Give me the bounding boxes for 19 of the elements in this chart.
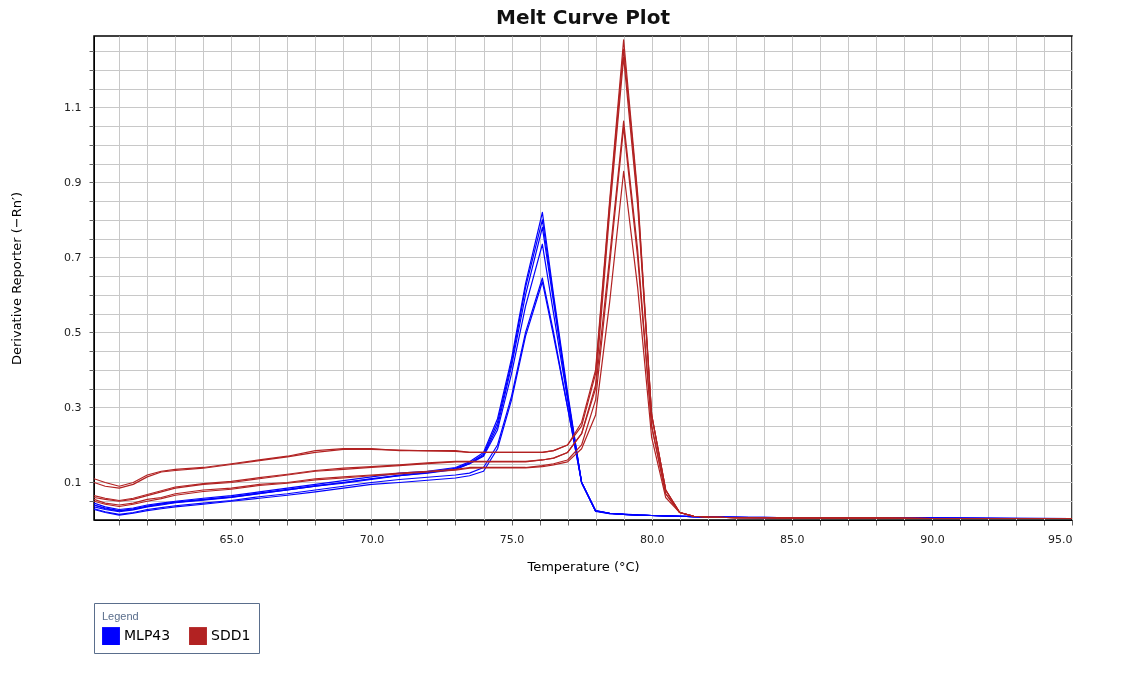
- legend-label: SDD1: [211, 627, 251, 644]
- x-tick-label: 90.0: [920, 532, 945, 546]
- x-tick-label: 95.0: [1048, 532, 1073, 546]
- x-tick-label: 70.0: [359, 532, 385, 546]
- y-tick-label: 0.5: [64, 325, 82, 339]
- y-axis-title: Derivative Reporter (−Rn′): [9, 192, 25, 365]
- x-axis-title: Temperature (°C): [526, 558, 640, 574]
- legend-label: MLP43: [124, 627, 171, 644]
- x-tick-label: 80.0: [639, 532, 665, 546]
- y-tick-label: 1.1: [64, 100, 82, 114]
- y-tick-label: 0.9: [64, 175, 82, 189]
- x-tick-label: 85.0: [780, 532, 805, 546]
- y-tick-label: 0.1: [64, 475, 82, 489]
- x-tick-label: 75.0: [499, 532, 525, 546]
- y-tick-label: 0.3: [64, 400, 82, 414]
- legend-title: Legend: [102, 610, 139, 622]
- chart-title: Melt Curve Plot: [495, 5, 671, 29]
- x-tick-label: 65.0: [219, 532, 245, 546]
- y-tick-label: 0.7: [64, 250, 82, 264]
